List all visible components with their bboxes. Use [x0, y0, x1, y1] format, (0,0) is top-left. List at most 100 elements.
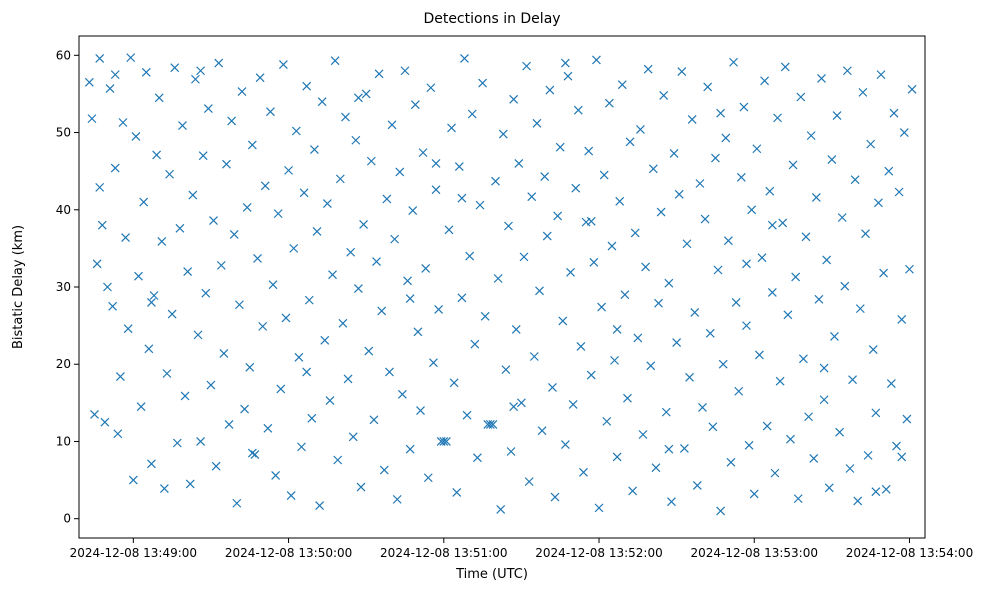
data-point-marker	[646, 361, 656, 371]
data-point-marker	[281, 313, 291, 323]
data-point-marker	[400, 66, 410, 76]
data-point-marker	[814, 294, 824, 304]
data-point-marker	[175, 223, 185, 233]
x-tick-label: 2024-12-08 13:53:00	[691, 546, 818, 560]
data-point-marker	[584, 146, 594, 156]
data-point-marker	[291, 126, 301, 136]
data-point-marker	[240, 404, 250, 414]
data-point-marker	[250, 450, 260, 460]
data-point-marker	[356, 482, 366, 492]
data-point-marker	[353, 93, 363, 103]
data-point-marker	[804, 412, 814, 422]
y-axis: 0 10 20 30 40 50 60	[56, 48, 79, 526]
data-point-marker	[907, 84, 917, 94]
data-point-marker	[886, 379, 896, 388]
data-point-marker	[620, 290, 630, 300]
data-point-marker	[154, 93, 164, 103]
data-point-marker	[550, 492, 560, 502]
data-point-marker	[656, 207, 666, 217]
data-point-marker	[196, 66, 206, 76]
data-point-marker	[97, 220, 107, 230]
data-point-marker	[253, 254, 262, 263]
data-point-marker	[478, 78, 488, 88]
data-point-marker	[573, 105, 583, 115]
data-point-marker	[643, 64, 653, 74]
data-point-marker	[271, 471, 281, 480]
data-point-marker	[734, 386, 744, 396]
data-point-marker	[416, 406, 425, 415]
data-point-marker	[493, 274, 503, 283]
data-point-marker	[739, 102, 749, 112]
data-point-marker	[299, 188, 309, 198]
data-point-marker	[555, 142, 565, 152]
data-point-marker	[612, 325, 622, 334]
data-point-marker	[553, 211, 563, 221]
data-point-marker	[405, 294, 415, 304]
data-point-marker	[879, 268, 889, 278]
data-point-marker	[178, 121, 187, 131]
data-point-marker	[840, 281, 850, 291]
data-point-marker	[227, 116, 237, 126]
data-point-marker	[289, 243, 299, 253]
data-point-marker	[214, 58, 224, 68]
data-point-marker	[798, 354, 808, 364]
data-point-marker	[222, 159, 231, 169]
data-point-marker	[586, 216, 596, 226]
data-point-marker	[641, 262, 651, 272]
data-point-marker	[449, 378, 459, 388]
data-point-marker	[509, 94, 519, 104]
data-point-marker	[431, 185, 441, 195]
data-point-marker	[850, 175, 860, 185]
data-point-marker	[128, 475, 138, 485]
data-point-marker	[485, 420, 495, 429]
data-point-marker	[328, 270, 337, 280]
data-point-marker	[597, 302, 607, 312]
data-point-marker	[242, 203, 252, 212]
data-point-marker	[310, 145, 319, 154]
data-point-marker	[519, 252, 529, 262]
data-point-marker	[638, 430, 648, 439]
data-point-marker	[628, 486, 638, 496]
data-point-marker	[379, 465, 389, 475]
y-tick-label: 30	[56, 280, 71, 294]
data-point-marker	[423, 473, 433, 483]
data-point-marker	[131, 131, 141, 141]
data-point-marker	[610, 355, 619, 365]
y-tick-label: 10	[56, 434, 71, 448]
data-point-marker	[302, 367, 312, 377]
data-point-marker	[786, 434, 795, 444]
data-point-marker	[462, 410, 472, 420]
data-point-marker	[472, 453, 482, 463]
data-point-marker	[95, 53, 105, 63]
data-point-marker	[302, 81, 312, 91]
data-point-marker	[126, 53, 136, 63]
data-point-marker	[247, 140, 257, 150]
data-point-marker	[708, 422, 718, 432]
data-point-marker	[147, 459, 156, 469]
data-point-marker	[84, 77, 94, 87]
data-point-marker	[700, 214, 710, 224]
data-point-marker	[180, 391, 190, 401]
data-point-marker	[322, 199, 332, 209]
data-point-marker	[452, 488, 462, 497]
data-point-marker	[193, 330, 203, 340]
data-point-marker	[522, 61, 532, 71]
data-point-marker	[382, 194, 392, 204]
data-point-marker	[747, 205, 757, 215]
chart-title: Detections in Delay	[423, 11, 560, 27]
data-point-marker	[566, 267, 575, 277]
data-point-marker	[141, 67, 151, 77]
data-point-marker	[617, 80, 627, 90]
data-point-marker	[765, 186, 775, 196]
data-markers	[84, 53, 917, 516]
y-tick-label: 60	[56, 48, 71, 62]
data-point-marker	[899, 128, 909, 137]
data-point-marker	[219, 348, 229, 358]
data-point-marker	[651, 463, 661, 473]
data-point-marker	[320, 335, 330, 345]
data-point-marker	[234, 300, 244, 310]
data-point-marker	[297, 442, 306, 452]
data-point-marker	[397, 389, 407, 399]
data-point-marker	[108, 301, 118, 311]
data-point-marker	[209, 216, 218, 226]
